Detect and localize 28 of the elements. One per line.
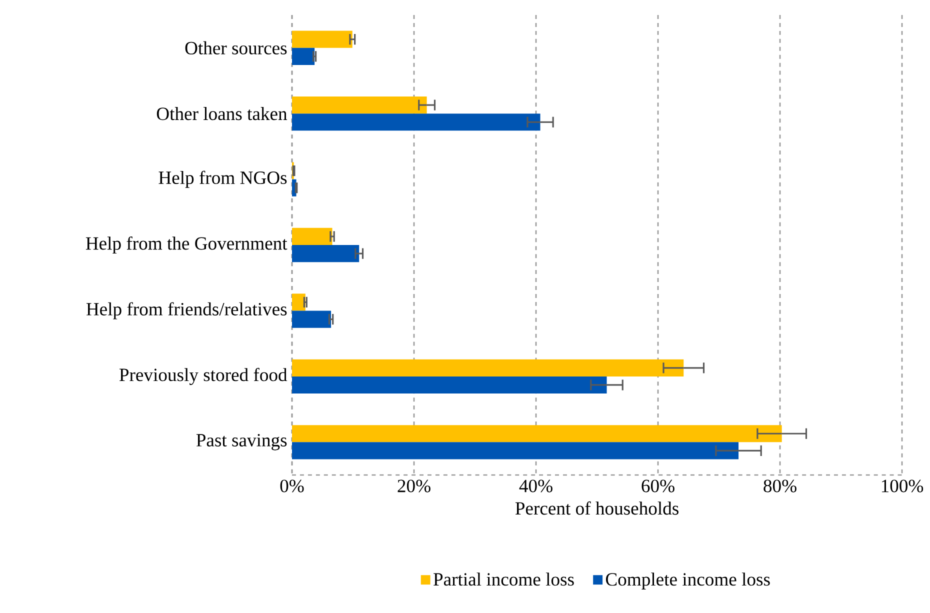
bar [292, 228, 332, 246]
x-tick-label: 0% [280, 480, 304, 492]
y-tick-label: Help from the Government [86, 236, 288, 254]
y-tick-label: Past savings [196, 434, 287, 450]
x-tick-label: 20% [398, 480, 430, 492]
y-tick-label: Previously stored food [119, 368, 288, 385]
x-tick-label: 60% [642, 480, 674, 492]
legend-label: Complete income loss [606, 572, 770, 590]
bar [292, 376, 607, 394]
bar [292, 245, 360, 262]
y-tick-label: Other loans taken [156, 107, 288, 120]
x-tick-label: 100% [882, 480, 924, 492]
bar [292, 114, 540, 131]
bar [292, 442, 739, 460]
bar [292, 294, 306, 311]
y-tick-label: Help from friends/relatives [86, 302, 287, 320]
bar [292, 48, 315, 65]
bar [292, 359, 684, 376]
x-tick-label: 80% [764, 480, 796, 492]
bar [292, 30, 352, 48]
x-tick-label: 40% [519, 480, 552, 492]
y-tick-label: Help from NGOs [158, 170, 287, 188]
bar [292, 425, 782, 442]
bar [292, 310, 332, 328]
bar [292, 96, 427, 114]
x-axis-title: Percent of households [515, 501, 678, 515]
legend-label: Partial income loss [434, 572, 574, 586]
y-tick-label: Other sources [185, 41, 287, 54]
